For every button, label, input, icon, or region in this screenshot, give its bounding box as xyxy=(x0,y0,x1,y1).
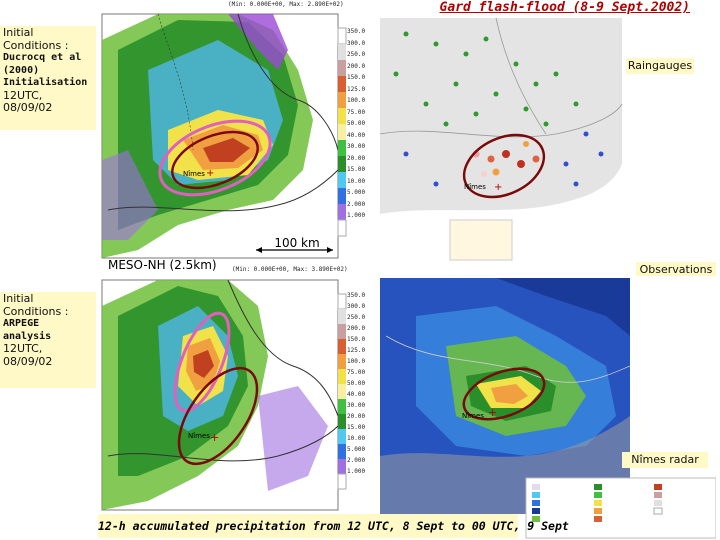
nimes-cross-top: + xyxy=(206,168,214,179)
ic-bot-line4: analysis xyxy=(3,330,52,342)
tick: 40.00 xyxy=(347,131,366,139)
nimes-radar-label: Nîmes radar xyxy=(622,452,708,468)
mesonh-label: MESO-NH (2.5km) xyxy=(108,258,217,272)
colorbar-ticks-top: 350.0 300.0 250.0 200.0 150.0 125.0 100.… xyxy=(347,26,365,222)
raingauges-label: Raingauges xyxy=(626,58,694,74)
tick: 50.00 xyxy=(347,120,366,127)
ic-top-line1: Initial xyxy=(3,26,34,39)
tick: 350.0 xyxy=(347,28,366,35)
tick: 100.0 xyxy=(347,358,366,365)
nimes-label-bottom: Nîmes xyxy=(188,432,210,440)
tick: 200.0 xyxy=(347,325,366,332)
tick: 100.0 xyxy=(347,97,366,104)
tick: 20.00 xyxy=(347,413,366,420)
ic-top-line6: 12UTC, xyxy=(3,88,43,102)
tick: 1.000 xyxy=(347,212,366,219)
colorbar-ticks-bottom: 350.0 300.0 250.0 200.0 150.0 125.0 100.… xyxy=(347,290,365,477)
initial-conditions-bottom: Initial Conditions : ARPEGE analysis 12U… xyxy=(0,292,96,388)
tick: 300.0 xyxy=(347,39,366,47)
tick: 30.00 xyxy=(347,143,366,150)
tick: 30.00 xyxy=(347,402,366,409)
nimes-cross-bottom: + xyxy=(210,431,219,444)
tick: 15.00 xyxy=(347,166,366,173)
tick: 75.00 xyxy=(347,108,366,116)
nimes-cross-radar: + xyxy=(488,406,497,419)
radar-legend xyxy=(525,477,716,539)
model-map-bottom: Nîmes + xyxy=(98,276,368,514)
tick: 20.00 xyxy=(347,154,366,162)
tick: 5.000 xyxy=(347,446,366,453)
radar-map: Nîmes + xyxy=(376,276,716,540)
tick: 250.0 xyxy=(347,314,366,321)
tick: 250.0 xyxy=(347,51,366,58)
ic-bot-line1: Initial xyxy=(3,292,34,305)
tick: 10.00 xyxy=(347,177,366,185)
model-map-top: Nîmes + xyxy=(98,10,368,262)
raingauge-dots-green xyxy=(393,31,579,127)
tick: 40.00 xyxy=(347,391,366,398)
tick: 10.00 xyxy=(347,435,366,442)
tick: 350.0 xyxy=(347,292,366,299)
tick: 2.000 xyxy=(347,457,366,464)
tick: 150.0 xyxy=(347,336,366,343)
ic-bot-line5: 12UTC, xyxy=(3,342,43,355)
ic-bot-line6: 08/09/02 xyxy=(3,354,53,368)
initial-conditions-top: Initial Conditions : Ducrocq et al (2000… xyxy=(0,26,96,130)
raingauge-dots-heavy xyxy=(472,141,540,177)
tick: 150.0 xyxy=(347,74,366,81)
tick: 5.000 xyxy=(347,189,366,196)
scale-label: 100 km xyxy=(274,236,320,250)
figure-title: Gard flash-flood (8-9 Sept.2002) xyxy=(439,0,690,15)
ic-bot-line3: ARPEGE xyxy=(3,318,40,329)
tick: 75.00 xyxy=(347,369,366,376)
ic-top-line2: Conditions : xyxy=(3,38,69,52)
tick: 50.00 xyxy=(347,380,366,387)
tick: 2.000 xyxy=(347,200,366,208)
figure-caption: 12-h accumulated precipitation from 12 U… xyxy=(98,514,569,538)
ic-bot-line2: Conditions : xyxy=(3,304,69,318)
ic-top-line7: 08/09/02 xyxy=(3,101,53,114)
nimes-label-radar: Nîmes xyxy=(462,412,484,420)
ic-top-line3: Ducrocq et al xyxy=(3,52,82,63)
raingauge-dots-blue xyxy=(403,131,604,187)
min-max-mid: (Min: 0.000E+00, Max: 3.890E+02) xyxy=(232,266,348,273)
raingauges-map: Nîmes + xyxy=(376,14,626,264)
tick: 15.00 xyxy=(347,424,366,431)
tick: 300.0 xyxy=(347,303,366,310)
tick: 125.0 xyxy=(347,85,366,93)
colorbar-bottom xyxy=(337,293,347,490)
ic-top-line4: (2000) xyxy=(3,64,40,76)
tick: 200.0 xyxy=(347,62,366,70)
tick: 125.0 xyxy=(347,347,366,354)
nimes-cross-gauges: + xyxy=(494,182,502,193)
tick: 1.000 xyxy=(347,468,366,475)
colorbar-top xyxy=(337,27,347,237)
ic-top-line5: Initialisation xyxy=(3,77,88,88)
min-max-top: (Min: 0.000E+00, Max: 2.890E+02) xyxy=(228,1,344,8)
nimes-label-top: Nîmes xyxy=(183,170,205,178)
observations-label: Observations xyxy=(636,262,716,278)
nimes-label-gauges: Nîmes xyxy=(464,183,486,191)
